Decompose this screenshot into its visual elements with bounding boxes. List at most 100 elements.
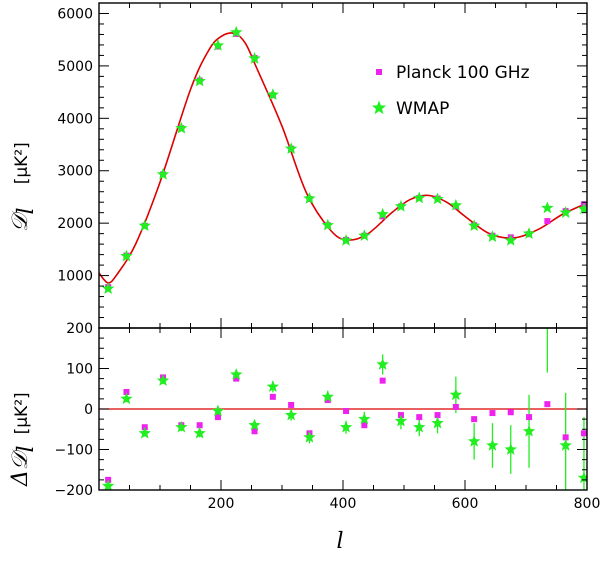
- bottom-y-axis-unit: [μK²]: [12, 392, 32, 434]
- top-y-axis-unit: [μK²]: [12, 142, 32, 184]
- svg-text:Δ𝒟l [μK²]: Δ𝒟l [μK²]: [8, 392, 39, 487]
- top-panel-frame: [98, 2, 588, 329]
- wmap-residual-point: [321, 390, 334, 403]
- wmap-residual-point: [303, 430, 316, 443]
- x-tick-label: 400: [330, 496, 357, 512]
- planck-residual-point: [288, 401, 295, 408]
- wmap-residual-point: [248, 418, 261, 431]
- wmap-residual-point: [339, 420, 353, 433]
- wmap-residual-point: [467, 434, 481, 447]
- wmap-point: [248, 52, 261, 64]
- svg-text:𝒟l [μK²]: 𝒟l [μK²]: [8, 142, 39, 232]
- wmap-residual-point: [559, 438, 572, 451]
- legend-wmap-label: WMAP: [396, 99, 449, 119]
- planck-residual-point: [580, 430, 587, 437]
- wmap-point: [266, 88, 280, 100]
- wmap-point: [101, 282, 115, 294]
- top-y-tick-label: 3000: [57, 164, 93, 180]
- planck-residual-point: [269, 393, 276, 400]
- planck-residual-point: [324, 397, 331, 404]
- planck-residual-point: [507, 409, 514, 416]
- wmap-residual-point: [175, 420, 188, 433]
- planck-point: [544, 218, 551, 225]
- wmap-point: [284, 142, 298, 154]
- wmap-residual-point: [413, 420, 426, 433]
- wmap-point: [339, 233, 353, 246]
- wmap-residual-point: [230, 368, 243, 380]
- wmap-point: [230, 25, 243, 38]
- top-y-tick-label: 4000: [57, 111, 93, 127]
- wmap-residual-point: [541, 305, 553, 317]
- legend-planck-marker: [376, 69, 382, 75]
- wmap-point: [559, 206, 572, 218]
- planck-residual-point: [123, 388, 130, 395]
- wmap-residual-point: [284, 408, 298, 421]
- legend-planck-label: Planck 100 GHz: [396, 63, 530, 83]
- planck-residual-point: [452, 403, 459, 410]
- wmap-residual-point: [193, 426, 206, 439]
- wmap-residual-point: [266, 380, 280, 392]
- wmap-point: [321, 218, 334, 231]
- wmap-residual-point: [101, 479, 115, 490]
- top-y-tick-label: 6000: [57, 6, 93, 22]
- wmap-point: [449, 198, 463, 211]
- wmap-residual-point: [358, 412, 371, 425]
- wmap-point: [303, 192, 316, 204]
- planck-residual-point: [544, 401, 551, 408]
- planck-residual-point: [562, 434, 569, 441]
- wmap-point: [431, 192, 444, 205]
- planck-residual-point: [343, 408, 350, 415]
- planck-residual-point: [251, 428, 258, 435]
- wmap-point: [467, 219, 481, 232]
- planck-residual-point: [526, 414, 533, 421]
- wmap-point: [486, 230, 499, 243]
- wmap-residual-point: [449, 388, 463, 401]
- planck-residual-point: [379, 377, 386, 384]
- wmap-point: [175, 121, 188, 134]
- planck-residual-point: [214, 414, 221, 421]
- bottom-y-tick-label: −200: [55, 483, 93, 499]
- wmap-point: [376, 207, 389, 220]
- bottom-y-tick-label: 100: [66, 362, 93, 378]
- wmap-point: [504, 233, 517, 246]
- bottom-y-tick-label: −100: [55, 443, 93, 459]
- wmap-point: [522, 227, 536, 239]
- wmap-point: [358, 229, 371, 241]
- x-tick-label: 800: [574, 496, 600, 512]
- x-axis-label: l: [336, 529, 343, 554]
- wmap-point: [138, 219, 151, 232]
- wmap-residual-point: [522, 424, 536, 437]
- wmap-residual-point: [376, 357, 389, 370]
- planck-residual-point: [489, 410, 496, 417]
- planck-residual-point: [361, 422, 368, 429]
- wmap-residual-point: [486, 438, 499, 451]
- top-y-axis-symbol: 𝒟: [8, 210, 33, 232]
- top-y-axis-subscript: l: [14, 207, 39, 214]
- planck-residual-point: [196, 422, 203, 429]
- wmap-residual-point: [504, 443, 517, 455]
- top-y-tick-label: 5000: [57, 59, 93, 75]
- wmap-residual-point: [431, 416, 444, 429]
- top-y-tick-label: 1000: [57, 269, 93, 285]
- model-curve: [99, 32, 587, 284]
- top-y-axis-label: 𝒟l [μK²]: [8, 142, 39, 232]
- bottom-y-axis-label: Δ𝒟l [μK²]: [8, 392, 39, 487]
- bottom-y-axis-symbol: Δ𝒟: [8, 448, 33, 487]
- top-y-tick-label: 2000: [57, 216, 93, 232]
- wmap-residual-point: [120, 392, 133, 405]
- wmap-point: [577, 202, 587, 215]
- bottom-y-tick-label: 200: [66, 321, 93, 337]
- planck-residual-point: [233, 375, 240, 382]
- planck-residual-point: [471, 416, 478, 423]
- wmap-point: [394, 199, 408, 212]
- bottom-y-tick-label: 0: [84, 402, 93, 418]
- wmap-point: [413, 191, 426, 204]
- wmap-residual-point: [156, 374, 170, 386]
- wmap-point: [541, 201, 554, 214]
- wmap-residual-point: [138, 426, 151, 439]
- wmap-residual-point: [211, 404, 225, 417]
- x-tick-label: 200: [208, 496, 235, 512]
- x-tick-label: 600: [452, 496, 479, 512]
- wmap-point: [156, 167, 170, 180]
